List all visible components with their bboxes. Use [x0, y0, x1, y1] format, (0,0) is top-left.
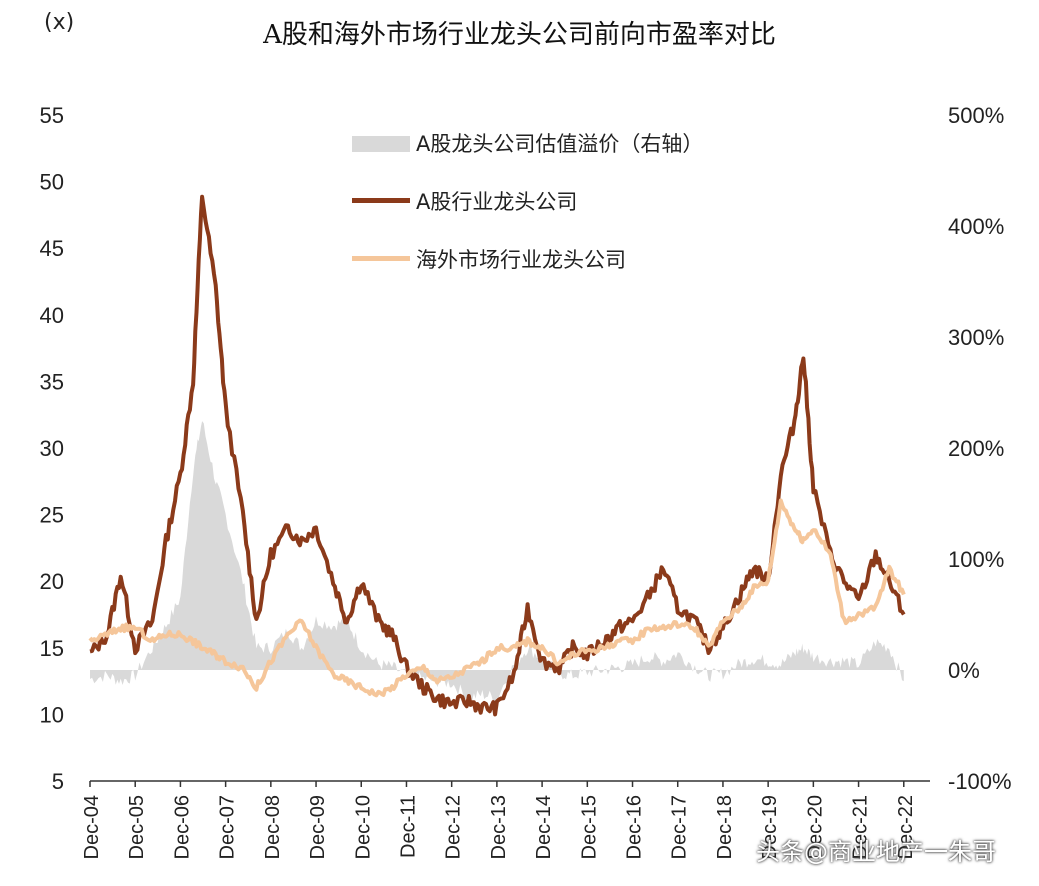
left-tick-label: 10 — [40, 702, 64, 727]
legend-swatch-area — [352, 136, 410, 152]
x-tick-label: Dec-22 — [895, 795, 917, 859]
right-axis: 500% 400% 300% 200% 100% 0% -100% — [948, 103, 1012, 794]
x-tick-label: Dec-05 — [126, 795, 148, 859]
right-tick-label: -100% — [948, 769, 1012, 794]
a-share-line — [89, 194, 906, 717]
right-tick-label: 500% — [948, 103, 1004, 128]
x-tick-label: Dec-08 — [262, 795, 284, 859]
x-tick-label: Dec-16 — [624, 795, 646, 859]
right-tick-label: 400% — [948, 214, 1004, 239]
legend-label-premium: A股龙头公司估值溢价（右轴） — [416, 132, 704, 156]
right-tick-label: 0% — [948, 658, 980, 683]
x-axis: Dec-04 Dec-05 Dec-06 Dec-07 Dec-08 Dec-09 Dec-… — [81, 780, 930, 859]
left-tick-label: 25 — [40, 503, 64, 528]
right-tick-label: 300% — [948, 325, 1004, 350]
x-tick-label: Dec-19 — [759, 795, 781, 859]
watermark: 头条@商业地产一朱哥 — [756, 838, 996, 866]
x-tick-label: Dec-18 — [714, 795, 736, 859]
x-tick-label: Dec-20 — [804, 795, 826, 859]
x-tick-label: Dec-04 — [81, 795, 103, 859]
x-tick-label: Dec-13 — [488, 795, 510, 859]
x-tick-label: Dec-14 — [533, 795, 555, 859]
left-axis: 55 50 45 40 35 30 25 20 15 10 5 — [40, 103, 64, 794]
left-tick-label: 50 — [40, 170, 64, 195]
overseas-line — [88, 498, 906, 698]
legend-item-a-share: A股行业龙头公司 — [352, 186, 772, 218]
chart-title: A股和海外市场行业龙头公司前向市盈率对比 — [263, 20, 776, 50]
legend-swatch-overseas — [352, 256, 410, 261]
left-tick-label: 5 — [52, 769, 64, 794]
left-tick-label: 55 — [40, 103, 64, 128]
x-tick-label: Dec-10 — [352, 795, 374, 859]
right-tick-label: 200% — [948, 436, 1004, 461]
left-tick-label: 35 — [40, 369, 64, 394]
x-tick-label: Dec-09 — [307, 795, 329, 859]
left-tick-label: 15 — [40, 636, 64, 661]
x-tick-label: Dec-12 — [443, 795, 465, 859]
legend-swatch-a-share — [352, 198, 410, 203]
x-tick-label: Dec-07 — [217, 795, 239, 859]
left-tick-label: 45 — [40, 236, 64, 261]
legend-item-premium: A股龙头公司估值溢价（右轴） — [352, 128, 772, 160]
legend-label-overseas: 海外市场行业龙头公司 — [416, 248, 626, 272]
legend-item-overseas: 海外市场行业龙头公司 — [352, 244, 772, 276]
x-tick-label: Dec-15 — [578, 795, 600, 859]
legend-label-a-share: A股行业龙头公司 — [416, 190, 578, 214]
x-tick-label: Dec-11 — [397, 795, 419, 858]
left-tick-label: 40 — [40, 303, 64, 328]
y-unit-label: (x) — [44, 10, 75, 35]
left-tick-label: 30 — [40, 436, 64, 461]
line-series-layer — [88, 194, 906, 717]
x-tick-label: Dec-17 — [669, 795, 691, 859]
x-tick-label: Dec-21 — [850, 795, 872, 859]
x-tick-label: Dec-06 — [171, 795, 193, 859]
left-tick-label: 20 — [40, 569, 64, 594]
right-tick-label: 100% — [948, 547, 1004, 572]
